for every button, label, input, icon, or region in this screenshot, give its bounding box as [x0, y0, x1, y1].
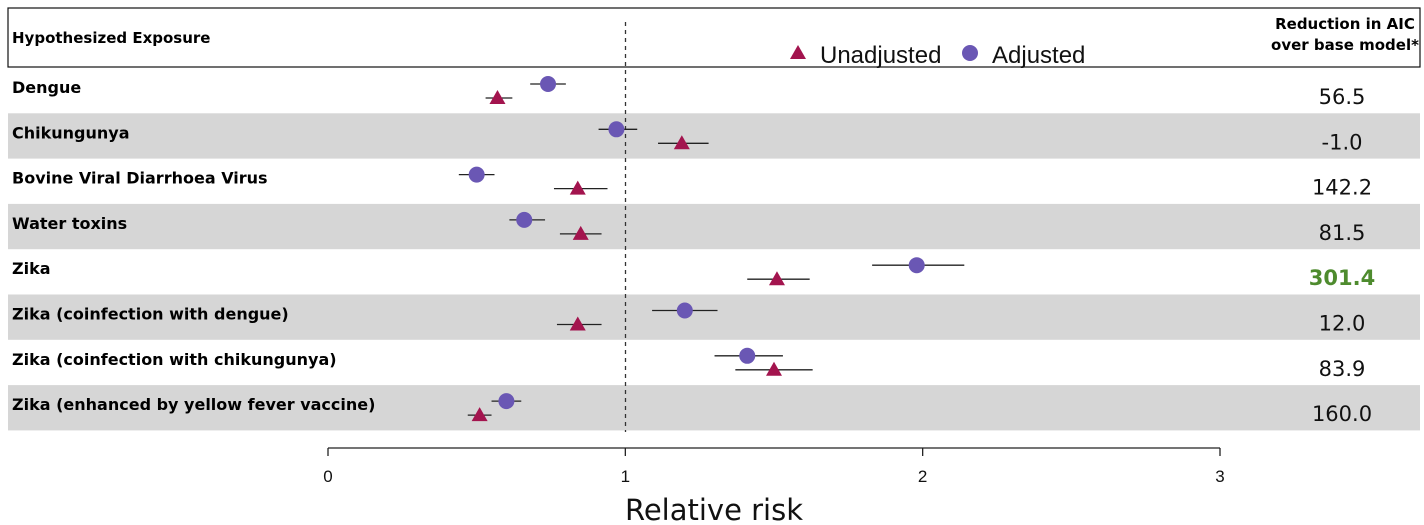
row-band	[8, 294, 1420, 340]
row-label: Bovine Viral Diarrhoea Virus	[12, 169, 268, 188]
aic-header-line2: over base model*	[1271, 36, 1419, 54]
legend-circle-icon	[962, 45, 978, 61]
row-labels: Dengue Chikungunya Bovine Viral Diarrhoea …	[12, 78, 375, 414]
legend-unadjusted-label: Unadjusted	[820, 42, 941, 69]
aic-value: 12.0	[1319, 312, 1366, 336]
adjusted-point	[739, 347, 756, 364]
aic-values: 56.5 -1.0 142.2 81.5 301.4 12.0 83.9 160.0	[1309, 85, 1375, 426]
aic-value: 83.9	[1319, 357, 1366, 381]
aic-value: -1.0	[1322, 130, 1363, 154]
adjusted-point	[498, 393, 515, 410]
x-tick-label: 0	[323, 467, 332, 486]
aic-value: 142.2	[1312, 176, 1372, 200]
row-label: Chikungunya	[12, 123, 130, 142]
unadjusted-point	[471, 407, 488, 422]
row-bands	[8, 113, 1420, 431]
header-box	[7, 7, 1421, 68]
legend: Unadjusted Adjusted	[790, 42, 1085, 69]
unadjusted-point	[572, 225, 589, 240]
unadjusted-point	[569, 180, 586, 195]
row-label: Zika (coinfection with dengue)	[12, 305, 289, 324]
unadjusted-point	[489, 90, 506, 104]
aic-value: 301.4	[1309, 266, 1375, 290]
adjusted-point	[468, 166, 485, 183]
row-label: Zika (enhanced by yellow fever vaccine)	[12, 395, 375, 414]
legend-triangle-icon	[790, 45, 806, 59]
row-label: Dengue	[12, 78, 81, 97]
plot-marks	[458, 76, 965, 422]
legend-adjusted-label: Adjusted	[992, 42, 1085, 69]
row-label: Zika (coinfection with chikungunya)	[12, 350, 337, 369]
unadjusted-point	[673, 135, 690, 150]
x-tick-label: 3	[1215, 467, 1224, 486]
adjusted-point	[608, 121, 625, 138]
x-tick-label: 1	[621, 467, 630, 486]
x-axis: 0 1 2 3	[323, 447, 1225, 486]
row-label: Zika	[12, 259, 51, 278]
aic-value: 160.0	[1312, 402, 1372, 426]
unadjusted-point	[768, 271, 785, 286]
adjusted-point	[516, 211, 533, 228]
aic-value: 56.5	[1319, 85, 1366, 109]
x-tick-label: 2	[918, 467, 927, 486]
x-axis-title: Relative risk	[625, 493, 803, 525]
row-band	[8, 385, 1420, 431]
adjusted-point	[676, 302, 693, 319]
adjusted-point	[540, 76, 557, 92]
adjusted-point	[908, 257, 925, 274]
aic-value: 81.5	[1319, 221, 1366, 245]
row-band	[8, 113, 1420, 159]
exposure-header: Hypothesized Exposure	[12, 29, 210, 47]
unadjusted-point	[766, 361, 782, 376]
row-band	[8, 203, 1420, 250]
aic-header-line1: Reduction in AIC	[1275, 15, 1415, 33]
unadjusted-point	[569, 316, 586, 331]
row-label: Water toxins	[12, 214, 127, 233]
